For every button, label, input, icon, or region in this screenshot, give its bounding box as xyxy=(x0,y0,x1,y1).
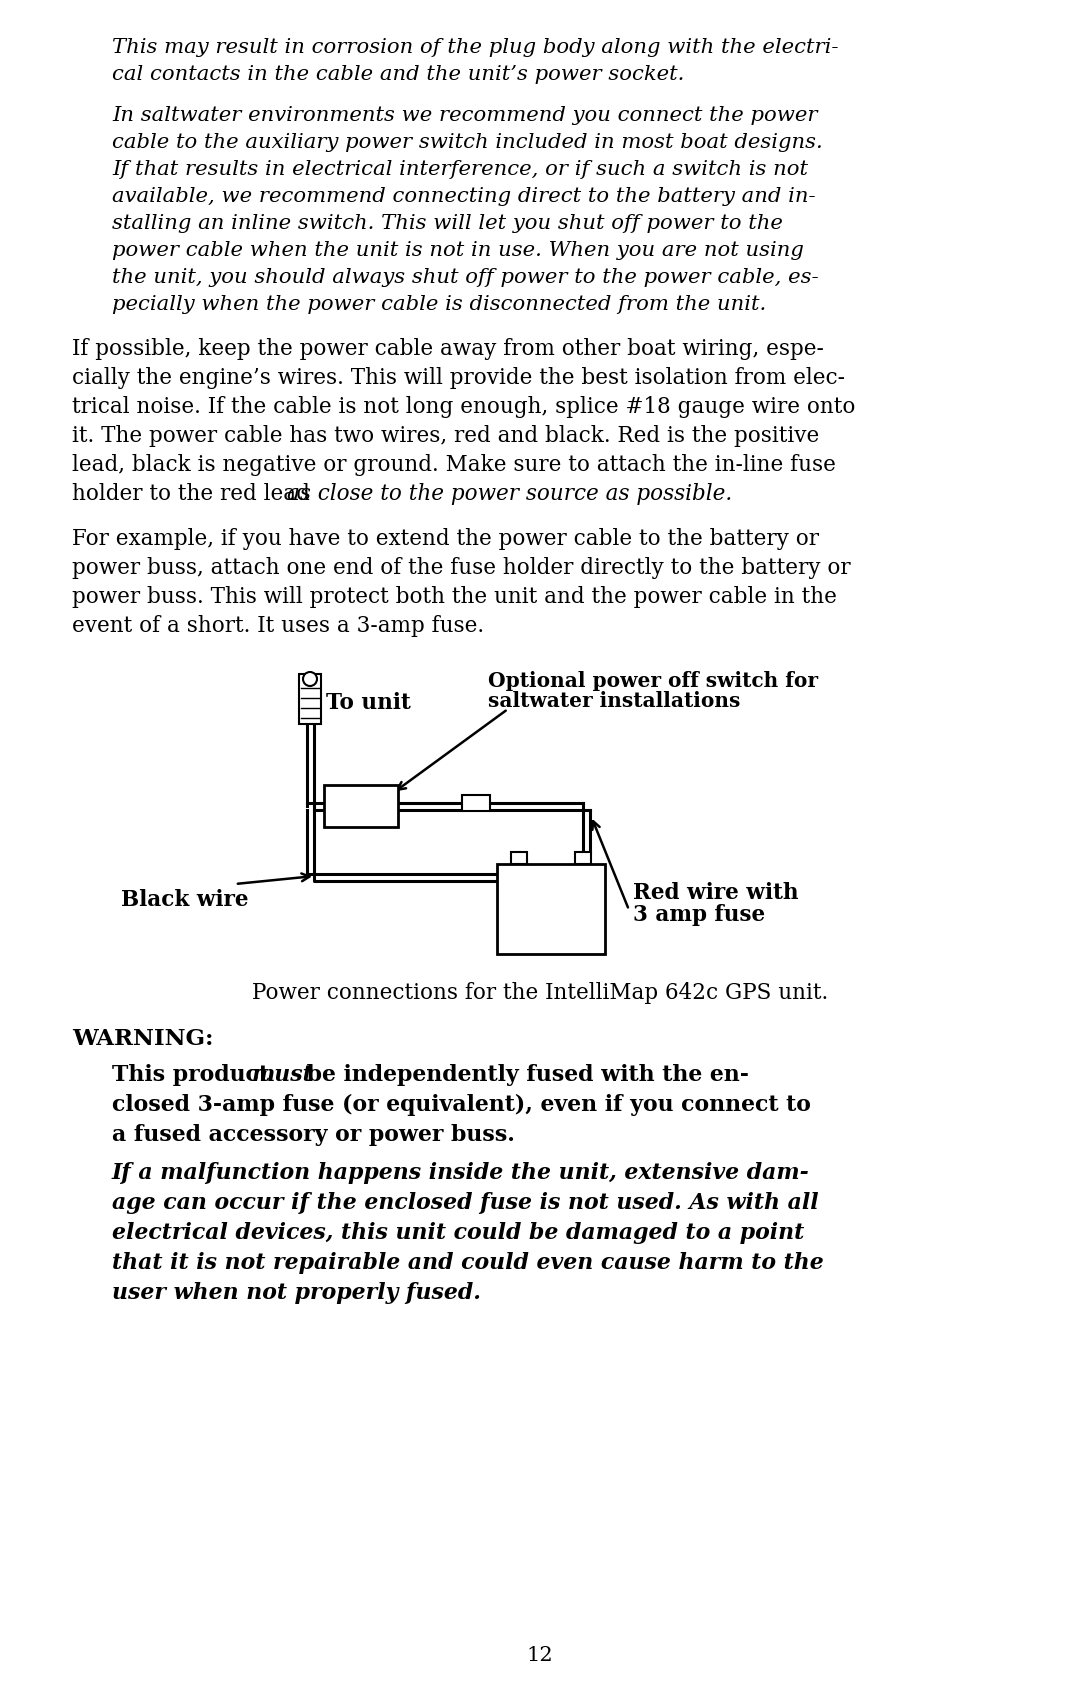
Text: closed 3-amp fuse (or equivalent), even if you connect to: closed 3-amp fuse (or equivalent), even … xyxy=(112,1093,811,1117)
Text: To unit: To unit xyxy=(326,691,410,713)
Bar xyxy=(299,674,321,723)
Text: that it is not repairable and could even cause harm to the: that it is not repairable and could even… xyxy=(112,1251,824,1273)
Text: be independently fused with the en-: be independently fused with the en- xyxy=(299,1065,750,1087)
Text: −: − xyxy=(509,886,529,908)
Text: +: + xyxy=(573,886,593,908)
Text: Black wire: Black wire xyxy=(121,890,248,912)
Text: as close to the power source as possible.: as close to the power source as possible… xyxy=(287,483,732,505)
Text: a fused accessory or power buss.: a fused accessory or power buss. xyxy=(112,1124,515,1145)
Bar xyxy=(511,853,527,865)
Circle shape xyxy=(303,673,318,686)
Text: Power connections for the IntelliMap 642c GPS unit.: Power connections for the IntelliMap 642… xyxy=(252,982,828,1004)
Bar xyxy=(575,853,591,865)
Text: This may result in corrosion of the plug body along with the electri-: This may result in corrosion of the plug… xyxy=(112,39,838,57)
Text: power buss. This will protect both the unit and the power cable in the: power buss. This will protect both the u… xyxy=(72,585,837,607)
Text: WARNING:: WARNING: xyxy=(72,1028,214,1050)
Text: cially the engine’s wires. This will provide the best isolation from elec-: cially the engine’s wires. This will pro… xyxy=(72,367,845,389)
Text: For example, if you have to extend the power cable to the battery or: For example, if you have to extend the p… xyxy=(72,528,819,550)
Text: user when not properly fused.: user when not properly fused. xyxy=(112,1282,481,1304)
Text: pecially when the power cable is disconnected from the unit.: pecially when the power cable is disconn… xyxy=(112,294,766,315)
Text: event of a short. It uses a 3-amp fuse.: event of a short. It uses a 3-amp fuse. xyxy=(72,616,484,637)
Bar xyxy=(324,785,399,828)
Text: saltwater installations: saltwater installations xyxy=(488,691,741,711)
Text: 12 volt: 12 volt xyxy=(509,907,594,928)
Text: it. The power cable has two wires, red and black. Red is the positive: it. The power cable has two wires, red a… xyxy=(72,426,820,447)
Text: age can occur if the enclosed fuse is not used. As with all: age can occur if the enclosed fuse is no… xyxy=(112,1193,819,1214)
Text: 12: 12 xyxy=(527,1647,553,1665)
Bar xyxy=(462,794,490,811)
Text: If that results in electrical interference, or if such a switch is not: If that results in electrical interferen… xyxy=(112,160,808,178)
Text: cable to the auxiliary power switch included in most boat designs.: cable to the auxiliary power switch incl… xyxy=(112,133,823,151)
Text: lead, black is negative or ground. Make sure to attach the in-line fuse: lead, black is negative or ground. Make … xyxy=(72,454,836,476)
Text: Red wire with: Red wire with xyxy=(633,881,798,903)
Text: available, we recommend connecting direct to the battery and in-: available, we recommend connecting direc… xyxy=(112,187,815,205)
Text: the unit, you should always shut off power to the power cable, es-: the unit, you should always shut off pow… xyxy=(112,267,819,288)
Text: This product: This product xyxy=(112,1065,276,1087)
Text: electrical devices, this unit could be damaged to a point: electrical devices, this unit could be d… xyxy=(112,1223,805,1245)
Text: battery: battery xyxy=(507,927,595,949)
Text: In saltwater environments we recommend you connect the power: In saltwater environments we recommend y… xyxy=(112,106,818,124)
Text: Optional power off switch for: Optional power off switch for xyxy=(488,671,818,691)
Text: must: must xyxy=(252,1065,314,1087)
Text: power cable when the unit is not in use. When you are not using: power cable when the unit is not in use.… xyxy=(112,241,804,261)
Text: 3 amp fuse: 3 amp fuse xyxy=(633,903,765,927)
Text: power buss, attach one end of the fuse holder directly to the battery or: power buss, attach one end of the fuse h… xyxy=(72,557,851,579)
Text: cal contacts in the cable and the unit’s power socket.: cal contacts in the cable and the unit’s… xyxy=(112,66,685,84)
Text: holder to the red lead: holder to the red lead xyxy=(72,483,316,505)
Bar xyxy=(497,865,605,954)
Text: If possible, keep the power cable away from other boat wiring, espe-: If possible, keep the power cable away f… xyxy=(72,338,824,360)
Text: If a malfunction happens inside the unit, extensive dam-: If a malfunction happens inside the unit… xyxy=(112,1162,810,1184)
Text: stalling an inline switch. This will let you shut off power to the: stalling an inline switch. This will let… xyxy=(112,214,783,234)
Text: trical noise. If the cable is not long enough, splice #18 gauge wire onto: trical noise. If the cable is not long e… xyxy=(72,395,855,419)
